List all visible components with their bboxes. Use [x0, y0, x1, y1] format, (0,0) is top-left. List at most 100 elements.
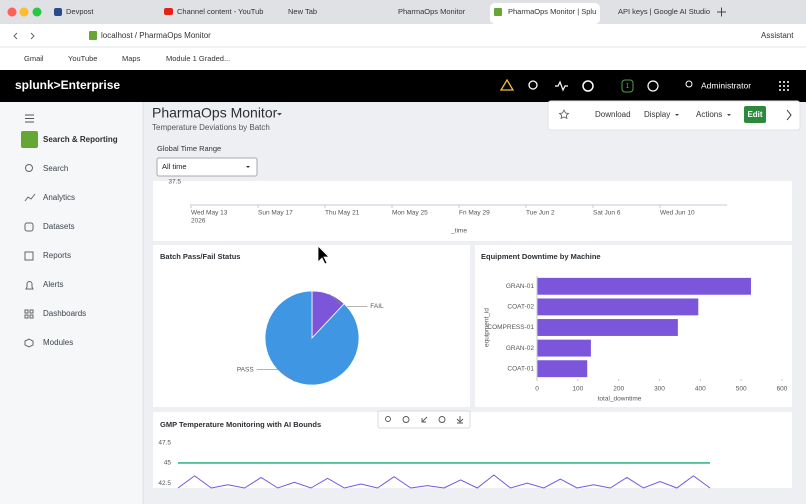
sidebar-icons: [24, 164, 36, 348]
nav-item[interactable]: Search: [43, 164, 68, 173]
input-label: Global Time Range: [157, 144, 221, 153]
x-tick-label: 600: [777, 386, 788, 393]
address-row: [0, 24, 806, 47]
bookmark[interactable]: Gmail: [24, 54, 44, 63]
edit-button[interactable]: Edit: [747, 110, 762, 119]
favorite-button[interactable]: [558, 109, 570, 120]
display-menu[interactable]: Display: [644, 110, 670, 119]
close-button[interactable]: [7, 7, 17, 17]
panel-toolbar-icons[interactable]: [385, 416, 464, 424]
x-tick-label: 500: [736, 386, 747, 393]
slice-label: PASS: [237, 366, 255, 373]
time-range-value[interactable]: All time: [162, 162, 187, 171]
collapse-button[interactable]: [786, 109, 792, 121]
dashboard-subtitle: Temperature Deviations by Batch: [152, 123, 270, 132]
nav-item[interactable]: Modules: [43, 338, 73, 347]
warning-icon[interactable]: [499, 78, 515, 91]
user-icon: [685, 80, 693, 88]
menu-toggle[interactable]: [25, 114, 34, 123]
nav-item[interactable]: Analytics: [43, 193, 75, 202]
pie-slice: [264, 290, 360, 386]
tab-icon: [164, 8, 173, 15]
leader-line: [256, 369, 295, 382]
bookmark[interactable]: YouTube: [68, 54, 97, 63]
tab[interactable]: PharmaOps Monitor | Splu: [508, 7, 596, 16]
y-tick-label: 47.5: [158, 439, 171, 446]
y-tick-label: 42.5: [158, 480, 171, 487]
address[interactable]: localhost / PharmaOps Monitor: [101, 31, 211, 40]
bar: [537, 360, 588, 378]
app-icon: [21, 131, 38, 148]
x-tick-label: Sat Jun 6: [593, 210, 621, 217]
x-axis-title: _time: [450, 228, 467, 235]
bar: [537, 319, 678, 336]
tab-bar: [0, 0, 806, 24]
panel: [153, 181, 792, 241]
nav-item[interactable]: Alerts: [43, 280, 63, 289]
notification-badge[interactable]: [621, 79, 634, 93]
bookmark[interactable]: Maps: [122, 54, 141, 63]
bar: [537, 339, 591, 357]
activity-icon[interactable]: [555, 80, 568, 92]
tab[interactable]: Devpost: [66, 7, 94, 16]
x-axis-title: total_downtime: [598, 396, 642, 403]
x-tick-label: Wed Jun 10: [660, 210, 695, 217]
user-menu[interactable]: Administrator: [701, 80, 751, 90]
y-tick-label: COMPRESS-01: [487, 324, 534, 331]
x-tick-label: 400: [695, 386, 706, 393]
actions-menu[interactable]: Actions: [696, 110, 722, 119]
dashboard-title[interactable]: PharmaOps Monitor: [152, 105, 278, 121]
y-tick-label: 37.5: [168, 179, 181, 186]
bar: [537, 277, 751, 295]
y-tick-label: GRAN-01: [506, 283, 535, 290]
assistant-button[interactable]: Assistant: [761, 31, 794, 40]
tab[interactable]: PharmaOps Monitor: [398, 7, 466, 16]
series-line: [177, 474, 711, 489]
y-tick-label: COAT-02: [507, 304, 534, 311]
search-icon[interactable]: [528, 80, 538, 90]
app-header: [0, 70, 806, 102]
time-range-dropdown[interactable]: [156, 157, 258, 177]
x-tick-label: Fri May 29: [459, 210, 490, 217]
panel-title: Equipment Downtime by Machine: [481, 252, 601, 261]
help-icon[interactable]: [647, 80, 659, 92]
tab[interactable]: New Tab: [288, 7, 317, 16]
zoom-button[interactable]: [32, 7, 42, 17]
nav-item[interactable]: Dashboards: [43, 309, 86, 318]
x-tick-label: 300: [654, 386, 665, 393]
dashboard-toolbar: [547, 100, 801, 131]
tab[interactable]: API keys | Google AI Studio: [618, 7, 710, 16]
download-button[interactable]: Download: [595, 110, 631, 119]
app-name[interactable]: Search & Reporting: [43, 135, 118, 144]
tab-icon: [54, 8, 62, 16]
nav-item[interactable]: Reports: [43, 251, 71, 260]
new-tab-button[interactable]: [717, 7, 726, 17]
x-tick-label: 200: [613, 386, 624, 393]
title-caret[interactable]: [277, 113, 282, 116]
y-tick-label: COAT-01: [507, 365, 534, 372]
nav-item[interactable]: Datasets: [43, 222, 75, 231]
minimize-button[interactable]: [19, 7, 29, 17]
nav-buttons[interactable]: [13, 32, 35, 40]
bookmark[interactable]: Module 1 Graded...: [166, 54, 230, 63]
tab[interactable]: Channel content - YouTub: [177, 7, 263, 16]
panel-title: GMP Temperature Monitoring with AI Bound…: [160, 420, 321, 429]
x-tick-label: Mon May 25: [392, 210, 428, 217]
y-tick-label: GRAN-02: [506, 345, 535, 352]
tab-icon: [494, 8, 502, 16]
x-tick-label: Sun May 17: [258, 210, 293, 217]
settings-icon[interactable]: [582, 80, 594, 92]
edit-button-bg[interactable]: [744, 106, 766, 123]
y-tick-label: 45: [164, 460, 172, 467]
x-tick-label: 100: [572, 386, 583, 393]
active-tab[interactable]: [490, 3, 600, 24]
x-tick-label: 2026: [191, 218, 206, 225]
y-axis-title: equipment_id: [484, 308, 491, 347]
apps-grid[interactable]: [779, 81, 789, 91]
brand[interactable]: splunk>Enterprise: [15, 78, 120, 92]
notification-count: 1: [626, 83, 630, 90]
x-tick-label: Thu May 21: [325, 210, 360, 217]
site-icon: [89, 31, 97, 40]
dropdown-caret: [246, 166, 250, 168]
